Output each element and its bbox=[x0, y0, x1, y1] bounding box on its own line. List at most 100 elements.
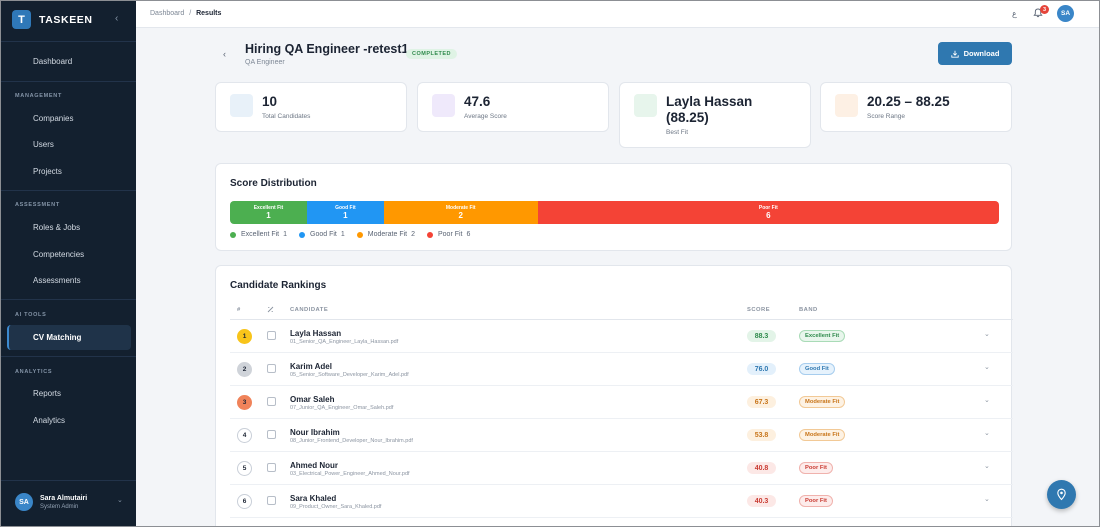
user-role: System Admin bbox=[40, 504, 79, 510]
language-toggle[interactable]: ع bbox=[1012, 9, 1017, 18]
column-header-band: BAND bbox=[799, 307, 818, 313]
sidebar-divider bbox=[1, 299, 136, 300]
candidate-rankings-card: Candidate Rankings # CANDIDATE SCORE BAN… bbox=[215, 265, 1013, 526]
band-badge: Good Fit bbox=[799, 363, 835, 375]
compare-checkbox[interactable] bbox=[267, 463, 276, 472]
breadcrumb-dashboard[interactable]: Dashboard bbox=[150, 10, 185, 17]
column-header-candidate: CANDIDATE bbox=[290, 307, 329, 313]
legend-item: Excellent Fit 1 bbox=[230, 231, 287, 238]
rank-badge: 5 bbox=[237, 461, 252, 476]
segment-count: 1 bbox=[343, 211, 348, 220]
stat-card-best: Layla Hassan (88.25) Best Fit bbox=[619, 82, 811, 148]
candidate-name: Nour Ibrahim bbox=[290, 428, 340, 437]
legend-dot bbox=[356, 231, 363, 238]
table-row[interactable]: 2 Karim Adel 05_Senior_Software_Developer_… bbox=[230, 353, 1013, 386]
segment-count: 1 bbox=[266, 211, 271, 220]
page-title: Hiring QA Engineer -retest1 bbox=[245, 42, 409, 56]
stat-card-total: 10 Total Candidates bbox=[215, 82, 407, 132]
compare-checkbox[interactable] bbox=[267, 430, 276, 439]
chevron-left-icon[interactable]: ‹ bbox=[115, 13, 119, 24]
legend-count: 1 bbox=[340, 231, 345, 238]
avatar[interactable]: SA bbox=[1057, 5, 1074, 22]
compare-checkbox[interactable] bbox=[267, 364, 276, 373]
segment-label: Poor Fit bbox=[758, 205, 778, 211]
brand-name: TASKEEN bbox=[39, 13, 93, 26]
sidebar-item-competencies[interactable]: Competencies bbox=[33, 250, 85, 259]
user-name: Sara Almutairi bbox=[40, 495, 88, 502]
chevron-down-icon[interactable]: ⌄ bbox=[984, 364, 990, 371]
legend-item: Good Fit 1 bbox=[299, 231, 345, 238]
score-badge: 88.3 bbox=[747, 330, 776, 342]
sidebar-item-reports[interactable]: Reports bbox=[33, 389, 62, 398]
sidebar-item-cv-matching[interactable]: CV Matching bbox=[7, 325, 131, 350]
user-menu[interactable]: SA Sara Almutairi System Admin ⌄ bbox=[1, 480, 136, 526]
sidebar-item-dashboard[interactable]: Dashboard bbox=[33, 57, 73, 66]
topbar: Dashboard / Results ع 3 SA bbox=[136, 1, 1099, 28]
legend-label: Good Fit bbox=[310, 231, 337, 238]
table-row[interactable]: 4 Nour Ibrahim 08_Junior_Frontend_Develope… bbox=[230, 419, 1013, 452]
candidate-file: 03_Electrical_Power_Engineer_Ahmed_Nour.… bbox=[290, 471, 410, 477]
back-icon[interactable]: ‹ bbox=[223, 49, 226, 59]
distribution-segment: Good Fit 1 bbox=[306, 201, 384, 224]
bell-icon[interactable] bbox=[1033, 8, 1043, 18]
compare-checkbox[interactable] bbox=[267, 397, 276, 406]
chevron-down-icon[interactable]: ⌄ bbox=[984, 397, 990, 404]
rank-badge: 4 bbox=[237, 428, 252, 443]
table-row[interactable]: 3 Omar Saleh 07_Junior_QA_Engineer_Omar_Sa… bbox=[230, 386, 1013, 419]
segment-count: 2 bbox=[458, 211, 463, 220]
table-row[interactable]: 1 Layla Hassan 01_Senior_QA_Engineer_Layla… bbox=[230, 320, 1013, 353]
rank-badge: 2 bbox=[237, 362, 252, 377]
brand[interactable]: T TASKEEN bbox=[12, 10, 93, 29]
sidebar-item-projects[interactable]: Projects bbox=[33, 167, 62, 176]
band-badge: Poor Fit bbox=[799, 462, 833, 474]
chevron-down-icon[interactable]: ⌄ bbox=[984, 463, 990, 470]
table-header-divider bbox=[230, 319, 1013, 320]
score-badge: 67.3 bbox=[747, 396, 776, 408]
sidebar-section-assessment: ASSESSMENT bbox=[15, 202, 60, 208]
sidebar-item-companies[interactable]: Companies bbox=[33, 114, 74, 123]
compare-icon[interactable] bbox=[267, 306, 274, 313]
segment-count: 6 bbox=[766, 211, 771, 220]
compare-checkbox[interactable] bbox=[267, 331, 276, 340]
sidebar-divider bbox=[1, 356, 136, 357]
sidebar-divider bbox=[1, 190, 136, 191]
table-row[interactable]: 6 Sara Khaled 09_Product_Owner_Sara_Khaled… bbox=[230, 485, 1013, 518]
legend-dot bbox=[230, 231, 236, 238]
compare-checkbox[interactable] bbox=[267, 496, 276, 505]
sidebar-section-ai-tools: AI TOOLS bbox=[15, 312, 47, 318]
breadcrumb-separator: / bbox=[189, 10, 192, 17]
sidebar-item-assessments[interactable]: Assessments bbox=[33, 276, 81, 285]
sidebar-item-users[interactable]: Users bbox=[33, 140, 54, 149]
table-row[interactable]: 5 Ahmed Nour 03_Electrical_Power_Engineer_… bbox=[230, 452, 1013, 485]
download-button[interactable]: Download bbox=[938, 42, 1012, 65]
stat-label: Score Range bbox=[867, 113, 905, 120]
score-badge: 76.0 bbox=[747, 363, 776, 375]
chevron-down-icon[interactable]: ⌄ bbox=[984, 430, 990, 437]
distribution-segment: Poor Fit 6 bbox=[537, 201, 999, 224]
assistant-button[interactable] bbox=[1047, 480, 1076, 509]
segment-label: Moderate Fit bbox=[445, 205, 476, 211]
score-badge: 40.8 bbox=[747, 462, 776, 474]
legend-dot bbox=[427, 231, 433, 238]
status-badge: COMPLETED bbox=[406, 49, 458, 59]
chevron-down-icon[interactable]: ⌄ bbox=[117, 497, 123, 504]
chevron-down-icon[interactable]: ⌄ bbox=[984, 496, 990, 503]
sidebar-item-analytics[interactable]: Analytics bbox=[33, 416, 66, 425]
stat-label: Best Fit bbox=[666, 129, 689, 136]
chevron-down-icon[interactable]: ⌄ bbox=[984, 331, 990, 338]
band-badge: Excellent Fit bbox=[799, 330, 846, 342]
sidebar-divider bbox=[1, 81, 136, 82]
column-header-score: SCORE bbox=[747, 307, 771, 313]
column-header-rank: # bbox=[237, 307, 241, 313]
score-badge: 40.3 bbox=[747, 495, 776, 507]
candidate-name: Sara Khaled bbox=[290, 494, 337, 503]
sidebar-section-analytics: ANALYTICS bbox=[15, 369, 53, 375]
rank-badge: 3 bbox=[237, 395, 252, 410]
legend-count: 2 bbox=[411, 231, 415, 238]
stat-card-average: 47.6 Average Score bbox=[417, 82, 609, 132]
distribution-segment: Excellent Fit 1 bbox=[230, 201, 307, 224]
segment-label: Excellent Fit bbox=[253, 205, 284, 211]
candidate-file: 05_Senior_Software_Developer_Karim_Adel.… bbox=[290, 372, 409, 378]
sidebar-item-roles-jobs[interactable]: Roles & Jobs bbox=[33, 223, 81, 232]
